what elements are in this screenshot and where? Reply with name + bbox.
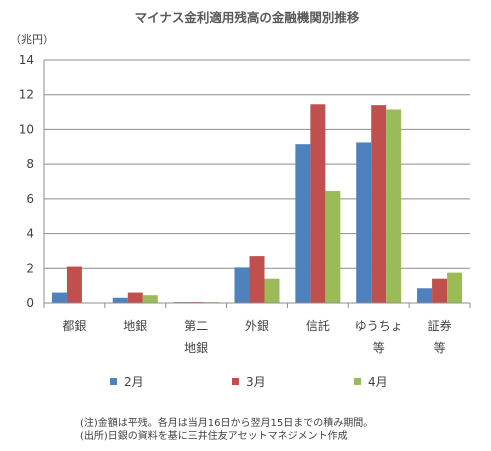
bar — [386, 109, 402, 303]
y-axis-unit: （兆円） — [10, 33, 54, 46]
x-tick-label: 地銀 — [123, 319, 147, 333]
chart-title: マイナス金利適用残高の金融機関別推移 — [135, 10, 360, 25]
x-tick-label: 外銀 — [245, 319, 269, 333]
legend-swatch — [110, 378, 117, 385]
footnote: (注)金額は平残。各月は当月16日から翌月15日までの積み期間。 — [80, 416, 373, 429]
bar — [310, 104, 326, 303]
bar — [66, 266, 82, 303]
bar — [356, 142, 372, 303]
legend-swatch — [232, 378, 239, 385]
x-tick-label: 等 — [373, 341, 385, 355]
legend: 2月 3月 4月 — [110, 375, 388, 389]
bar — [112, 297, 128, 303]
bar — [234, 267, 250, 303]
legend-label: 2月 — [124, 375, 144, 389]
bar — [447, 272, 463, 303]
bar — [432, 278, 448, 303]
bar — [325, 191, 341, 303]
footnote: (出所)日銀の資料を基に三井住友アセットマネジメント作成 — [80, 429, 348, 442]
bar — [127, 292, 143, 303]
legend-swatch — [354, 378, 361, 385]
x-tick-label: 証券 — [428, 318, 452, 333]
legend-label: 4月 — [368, 375, 388, 389]
x-tick-label: 都銀 — [62, 319, 86, 333]
legend-label: 3月 — [246, 375, 266, 389]
x-tick-label: 地銀 — [184, 341, 208, 355]
y-tick-label: 14 — [19, 53, 34, 67]
gridlines — [44, 59, 470, 269]
y-tick-label: 12 — [19, 88, 34, 102]
notes: (注)金額は平残。各月は当月16日から翌月15日までの積み期間。(出所)日銀の資… — [80, 416, 373, 442]
bar — [264, 278, 280, 303]
bar — [295, 144, 311, 303]
bar — [142, 295, 158, 303]
x-tick-label: 等 — [434, 341, 446, 355]
bar — [417, 288, 433, 303]
y-tick-label: 4 — [26, 227, 34, 241]
y-tick-label: 8 — [26, 157, 34, 171]
y-tick-label: 2 — [26, 261, 34, 275]
y-tick-label: 6 — [26, 192, 34, 206]
bars — [51, 104, 463, 304]
bar — [51, 292, 67, 303]
y-tick-label: 10 — [19, 122, 34, 136]
x-tick-label: 第二 — [184, 319, 208, 333]
x-tick-label: 信託 — [306, 318, 330, 333]
bar — [371, 105, 387, 303]
y-tick-label: 0 — [26, 296, 34, 310]
bar — [249, 256, 265, 303]
x-tick-label: ゆうちょ — [355, 319, 403, 333]
